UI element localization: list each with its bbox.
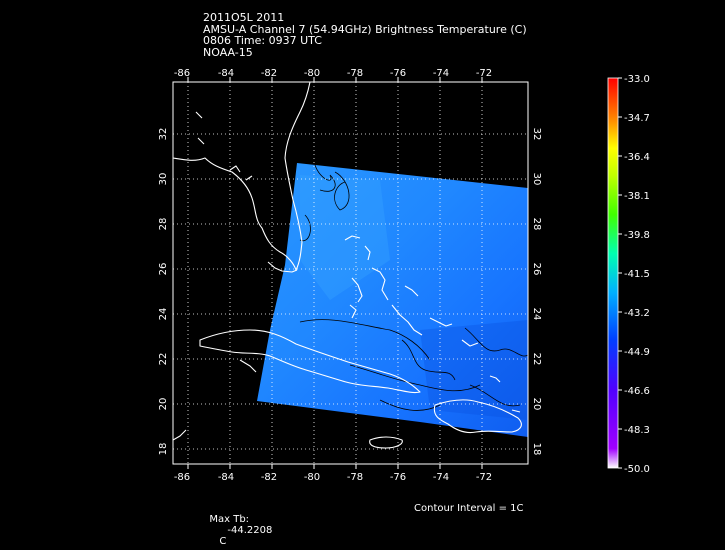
coastline-bahamas	[391, 304, 423, 336]
lon-label-bottom: -74	[433, 472, 449, 483]
coastline-bahamas	[344, 235, 371, 261]
lat-label-right: 26	[531, 263, 542, 276]
lon-label-bottom: -82	[261, 472, 277, 483]
max-tb-unit: C	[219, 536, 227, 547]
lon-label-top: -74	[433, 68, 449, 79]
lat-label-right: 20	[531, 398, 542, 411]
colorbar-label: -38.1	[624, 191, 650, 202]
lat-label-right: 18	[531, 443, 542, 456]
colorbar-label: -39.8	[624, 230, 650, 241]
lat-labels-left: 18 20 22 24 26 28 30 32	[158, 128, 169, 456]
coastline-isle-of-youth	[239, 359, 257, 373]
coastline-yucatan	[173, 429, 187, 441]
lon-label-top: -72	[476, 68, 492, 79]
lat-label-right: 30	[531, 173, 542, 186]
max-tb-readout: Max Tb: -44.2208 C	[203, 503, 272, 547]
coastline-bahamas	[371, 267, 389, 301]
title-line-channel: AMSU-A Channel 7 (54.94GHz) Brightness T…	[203, 22, 527, 36]
coastline-hispaniola	[433, 399, 522, 434]
colorbar-label: -36.4	[624, 152, 650, 163]
contour-line	[464, 327, 528, 357]
colorbar-label: -41.5	[624, 269, 650, 280]
contour-line	[349, 364, 481, 392]
lon-label-top: -84	[218, 68, 234, 79]
colorbar-label: -48.3	[624, 425, 650, 436]
lon-label-bottom: -76	[390, 472, 406, 483]
lat-label-right: 24	[531, 308, 542, 321]
lon-label-top: -78	[347, 68, 363, 79]
colorbar-label: -33.0	[624, 74, 650, 85]
coastline-keys	[267, 261, 298, 273]
lon-labels-top: -86 -84 -82 -80 -78 -76 -74 -72	[174, 68, 492, 79]
swath-cool-patch	[420, 320, 528, 420]
title-line-storm: 2011O5L 2011	[203, 11, 285, 24]
coastline-jamaica	[369, 436, 403, 449]
lon-label-top: -86	[174, 68, 190, 79]
lat-label-left: 20	[158, 398, 169, 411]
lat-label-left: 18	[158, 443, 169, 456]
lon-label-top: -76	[390, 68, 406, 79]
coastline-bahamas	[461, 339, 479, 347]
colorbar	[607, 77, 619, 469]
coastline-islets	[511, 409, 521, 413]
lon-label-bottom: -80	[304, 472, 320, 483]
contour-line	[299, 319, 431, 361]
swath-warm-patch	[300, 175, 390, 300]
coastline-bahamas	[404, 285, 419, 297]
lat-label-left: 28	[158, 218, 169, 231]
lat-label-right: 22	[531, 353, 542, 366]
lat-label-left: 30	[158, 173, 169, 186]
colorbar-label: -34.7	[624, 113, 650, 124]
coastline-cuba	[199, 329, 421, 394]
lon-label-top: -82	[261, 68, 277, 79]
max-tb-label: Max Tb:	[209, 514, 250, 525]
lon-label-bottom: -84	[218, 472, 234, 483]
title-line-time: 0806 Time: 0937 UTC	[203, 34, 322, 47]
colorbar-label: -44.9	[624, 347, 650, 358]
contour-line	[401, 339, 456, 381]
title-line-satellite: NOAA-15	[203, 45, 253, 59]
tick-marks	[187, 77, 483, 469]
lat-label-left: 24	[158, 308, 169, 321]
coastline-bahamas	[351, 277, 363, 303]
contour-interval: Contour Interval = 1C	[414, 503, 524, 514]
max-tb-value: -44.2208	[227, 525, 273, 536]
lon-label-top: -80	[304, 68, 320, 79]
lat-label-left: 26	[158, 263, 169, 276]
coastline-florida	[173, 82, 311, 271]
contour-line	[469, 384, 521, 407]
coastline-gulf-fragments	[195, 111, 205, 145]
coastline-turks-caicos	[489, 375, 501, 383]
lon-label-bottom: -78	[347, 472, 363, 483]
lon-labels-bottom: -86 -84 -82 -80 -78 -76 -74 -72	[174, 472, 492, 483]
lat-label-left: 22	[158, 353, 169, 366]
colorbar-label: -46.6	[624, 386, 650, 397]
colorbar-ticks	[618, 77, 622, 469]
colorbar-label: -43.2	[624, 308, 650, 319]
lat-label-right: 32	[531, 128, 542, 141]
colorbar-labels: -33.0 -34.7 -36.4 -38.1 -39.8 -41.5 -43.…	[624, 74, 650, 475]
coastline-bays	[229, 165, 253, 181]
brightness-swath	[257, 163, 528, 437]
lat-labels-right: 18 20 22 24 26 28 30 32	[531, 128, 542, 456]
lon-label-bottom: -86	[174, 472, 190, 483]
lat-label-left: 32	[158, 128, 169, 141]
lat-label-right: 28	[531, 218, 542, 231]
coastline-bahamas	[429, 317, 453, 327]
contour-line	[314, 164, 336, 192]
lon-label-bottom: -72	[476, 472, 492, 483]
coastlines	[173, 82, 522, 449]
contour-line	[334, 171, 350, 211]
colorbar-label: -50.0	[624, 464, 650, 475]
title-block: 2011O5L 2011 AMSU-A Channel 7 (54.94GHz)…	[203, 12, 527, 58]
plot-frame	[172, 81, 529, 465]
